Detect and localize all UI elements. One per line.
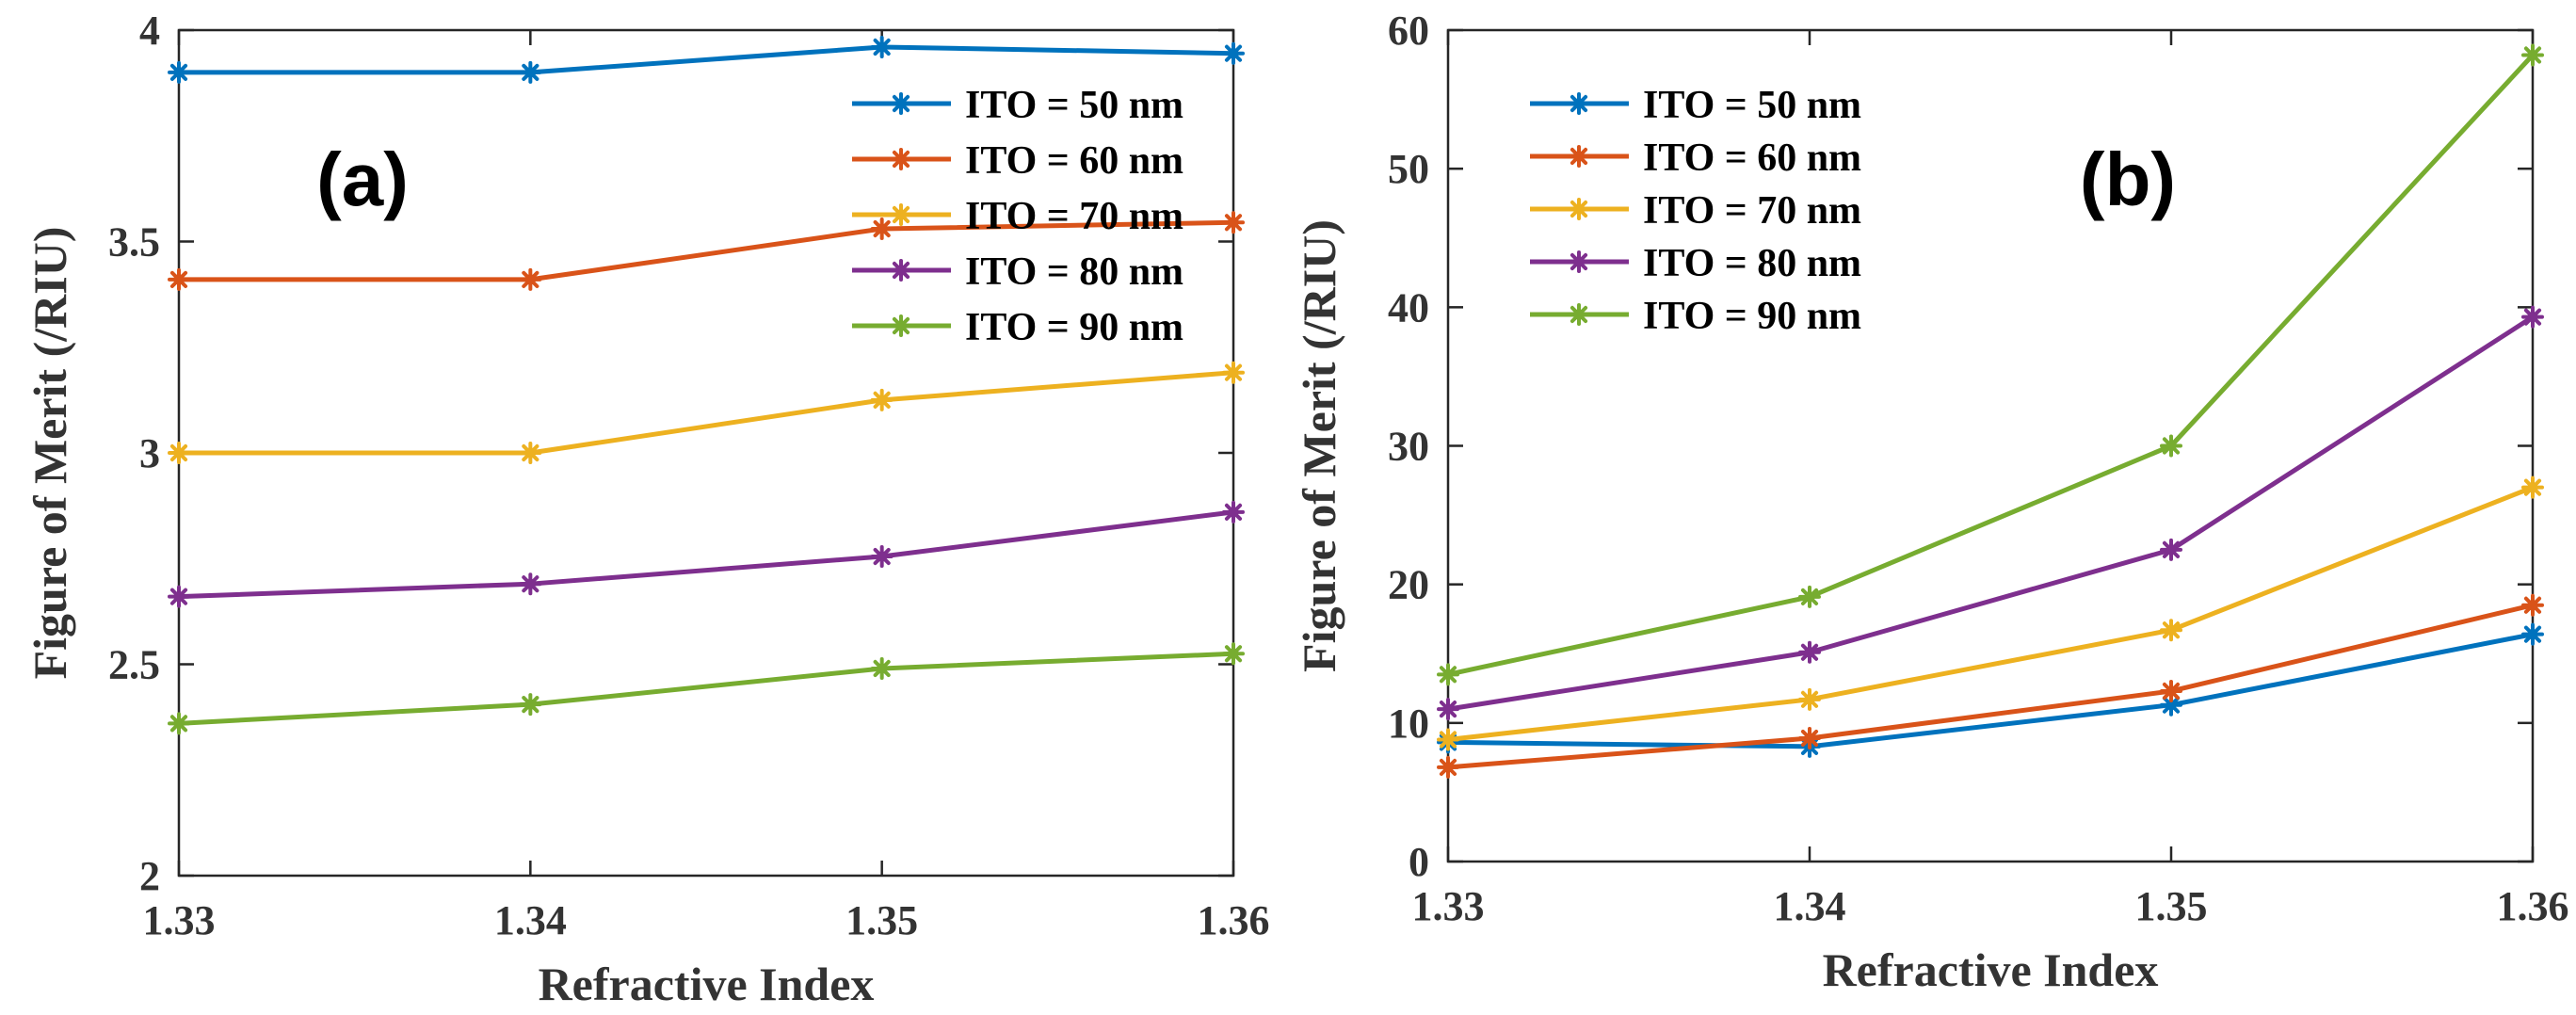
data-point <box>873 38 892 56</box>
figure-svg: 2 2.5 3 3.5 4 1.33 1.34 1.35 1.36 Refractive Inde… <box>0 0 2576 1015</box>
x-tick-label: 1.35 <box>2135 883 2208 929</box>
x-axis-label: Refractive Index <box>1823 943 2159 996</box>
legend-marker <box>1570 200 1588 218</box>
x-tick-label: 1.33 <box>143 897 216 943</box>
data-point <box>1800 690 1819 709</box>
data-point <box>1224 503 1243 522</box>
legend-label: ITO = 50 nm <box>965 84 1183 127</box>
legend-label: ITO = 90 nm <box>1643 295 1861 338</box>
y-tick-label: 4 <box>139 8 160 54</box>
data-point <box>1224 644 1243 663</box>
data-point <box>1224 213 1243 232</box>
legend-marker <box>1570 147 1588 166</box>
data-point <box>2523 45 2542 64</box>
legend-label: ITO = 70 nm <box>1643 189 1861 233</box>
data-point <box>2162 682 2181 701</box>
legend-label: ITO = 60 nm <box>965 139 1183 183</box>
data-point <box>169 63 188 82</box>
data-point <box>521 270 539 289</box>
y-tick-label: 3 <box>139 430 160 476</box>
x-axis-label: Refractive Index <box>539 958 875 1010</box>
data-point <box>1800 643 1819 662</box>
legend-marker <box>1570 305 1588 324</box>
y-tick-label: 2 <box>139 853 160 899</box>
data-point <box>1439 665 1457 684</box>
data-point <box>169 588 188 606</box>
data-point <box>873 391 892 410</box>
x-tick-label: 1.36 <box>1198 897 1270 943</box>
data-point <box>873 659 892 678</box>
data-point <box>169 443 188 462</box>
data-point <box>2162 620 2181 639</box>
data-point <box>2523 625 2542 644</box>
legend-label: ITO = 50 nm <box>1643 84 1861 127</box>
x-tick-label: 1.34 <box>494 897 567 943</box>
y-tick-label: 50 <box>1388 146 1429 192</box>
data-point <box>1224 44 1243 63</box>
legend-marker <box>1570 252 1588 271</box>
data-point <box>2523 478 2542 497</box>
data-point <box>169 270 188 289</box>
y-tick-label: 0 <box>1409 839 1429 885</box>
x-tick-label: 1.35 <box>845 897 918 943</box>
x-tick-label: 1.34 <box>1774 883 1846 929</box>
legend-label: ITO = 80 nm <box>1643 242 1861 285</box>
data-point <box>1800 729 1819 748</box>
y-tick-label: 3.5 <box>108 219 160 266</box>
chart-panel-b: 0 10 20 30 40 50 60 1.33 1.34 1.35 1.36 Refractive … <box>1293 8 2569 996</box>
y-tick-label: 40 <box>1388 284 1429 330</box>
data-point <box>873 547 892 566</box>
panel-label: (a) <box>316 137 409 221</box>
data-point <box>1439 700 1457 718</box>
legend-label: ITO = 60 nm <box>1643 137 1861 180</box>
panel-label: (b) <box>2080 137 2176 221</box>
x-tick-label: 1.33 <box>1412 883 1485 929</box>
data-point <box>2523 308 2542 327</box>
data-point <box>873 219 892 238</box>
data-point <box>169 714 188 733</box>
data-point <box>521 63 539 82</box>
y-tick-label: 10 <box>1388 701 1429 747</box>
data-point <box>1224 363 1243 382</box>
data-point <box>521 695 539 714</box>
data-point <box>1439 730 1457 749</box>
legend-marker <box>892 205 910 224</box>
data-point <box>521 443 539 462</box>
x-tick-label: 1.36 <box>2497 883 2569 929</box>
y-tick-label: 30 <box>1388 424 1429 470</box>
legend-marker <box>892 94 910 113</box>
figure: 2 2.5 3 3.5 4 1.33 1.34 1.35 1.36 Refractive Inde… <box>0 0 2576 1015</box>
data-point <box>1800 588 1819 606</box>
data-point <box>2162 437 2181 456</box>
legend-label: ITO = 70 nm <box>965 195 1183 238</box>
legend-label: ITO = 80 nm <box>965 250 1183 294</box>
y-tick-label: 60 <box>1388 8 1429 54</box>
legend-marker <box>892 261 910 280</box>
data-point <box>2162 540 2181 559</box>
data-point <box>2523 596 2542 615</box>
legend-marker <box>1570 94 1588 113</box>
legend-label: ITO = 90 nm <box>965 306 1183 349</box>
legend-marker <box>892 316 910 335</box>
data-point <box>1439 758 1457 777</box>
legend-marker <box>892 150 910 169</box>
data-point <box>521 574 539 593</box>
y-tick-label: 2.5 <box>108 642 160 688</box>
y-axis-label: Figure of Merit (/RIU) <box>24 227 76 680</box>
chart-panel-a: 2 2.5 3 3.5 4 1.33 1.34 1.35 1.36 Refractive Inde… <box>24 8 1270 1010</box>
y-axis-label: Figure of Merit (/RIU) <box>1293 219 1345 672</box>
y-tick-label: 20 <box>1388 562 1429 608</box>
